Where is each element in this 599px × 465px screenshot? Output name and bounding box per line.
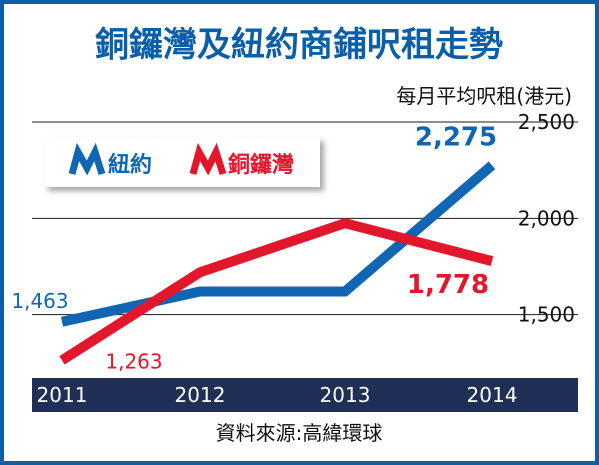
data-label: 2,275 (415, 122, 497, 152)
data-label: 1,463 (11, 289, 68, 313)
data-labels: 1,463 2,275 1,263 1,778 (11, 122, 497, 373)
legend-marker-cwb (189, 142, 227, 176)
x-tick-label: 2014 (467, 383, 518, 407)
series-line-0 (60, 161, 496, 327)
x-tick-label: 2013 (320, 383, 371, 407)
x-tick-label: 2011 (37, 383, 88, 407)
legend-label-ny: 紐約 (108, 152, 152, 178)
data-label: 1,263 (105, 349, 162, 373)
y-axis-label: 每月平均呎租(港元) (396, 84, 572, 108)
legend-item-ny: 紐約 (68, 142, 152, 178)
x-tick-labels: 2011 2012 2013 2014 (37, 383, 518, 407)
legend-marker-ny (68, 142, 106, 176)
data-label: 1,778 (407, 270, 489, 300)
y-tick-label: 2,000 (518, 206, 575, 230)
y-tick-label: 1,500 (518, 303, 575, 327)
y-tick-label: 2,500 (518, 110, 575, 134)
grid-lines (32, 121, 578, 316)
series-line-1 (59, 217, 494, 365)
legend-item-cwb: 銅鑼灣 (189, 142, 294, 178)
y-tick-labels: 1,500 2,000 2,500 (518, 110, 575, 327)
chart-title: 銅鑼灣及紐約商鋪呎租走勢 (95, 25, 503, 65)
x-tick-label: 2012 (175, 383, 226, 407)
x-axis-band (32, 378, 578, 412)
legend-label-cwb: 銅鑼灣 (228, 152, 294, 178)
series-lines (59, 161, 496, 365)
source-note: 資料來源:高緯環球 (216, 421, 383, 445)
